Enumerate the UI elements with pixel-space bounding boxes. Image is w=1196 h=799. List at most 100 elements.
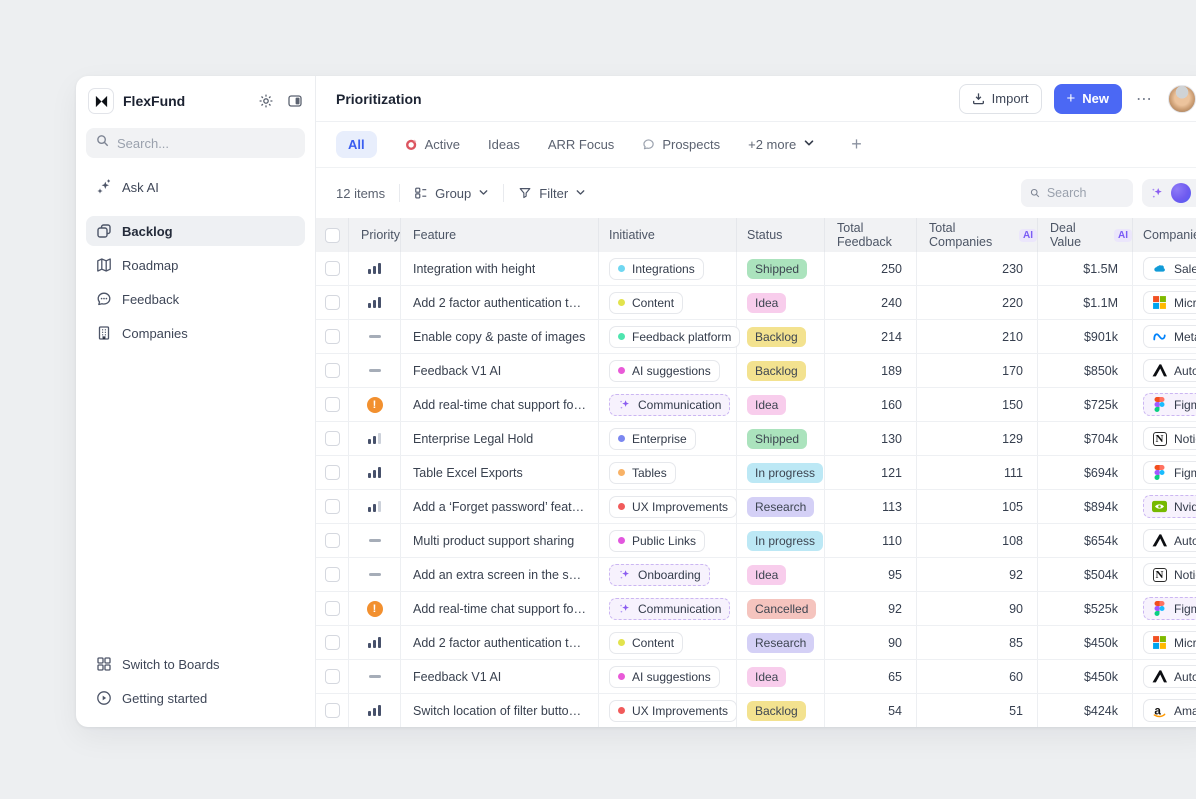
- company-cell[interactable]: Nvidea: [1133, 490, 1196, 523]
- row-checkbox-cell[interactable]: [316, 286, 349, 319]
- feature-cell[interactable]: Feedback V1 AI: [401, 660, 599, 693]
- company-chip[interactable]: Meta: [1143, 325, 1196, 348]
- select-all-cell[interactable]: [316, 218, 349, 252]
- company-cell[interactable]: N Notion: [1133, 422, 1196, 455]
- initiative-chip[interactable]: AI suggestions: [609, 359, 720, 382]
- initiative-chip[interactable]: Tables: [609, 461, 676, 484]
- row-checkbox-cell[interactable]: [316, 252, 349, 285]
- initiative-cell[interactable]: Tables: [599, 456, 737, 489]
- initiative-cell[interactable]: Feedback platform: [599, 320, 741, 353]
- company-chip[interactable]: Figma: [1143, 393, 1196, 416]
- table-row[interactable]: ! Add real-time chat support for cust...…: [316, 592, 1196, 626]
- sidebar-search-input[interactable]: [117, 135, 295, 151]
- company-chip[interactable]: Autodesk: [1143, 529, 1196, 552]
- company-cell[interactable]: Microsoft: [1133, 286, 1196, 319]
- status-cell[interactable]: Backlog: [737, 694, 825, 727]
- sidebar-item-companies[interactable]: Companies: [86, 318, 305, 348]
- checkbox[interactable]: [324, 567, 340, 582]
- initiative-cell[interactable]: Public Links: [599, 524, 737, 557]
- checkbox[interactable]: [324, 465, 340, 480]
- initiative-chip[interactable]: Enterprise: [609, 427, 696, 450]
- status-cell[interactable]: Idea: [737, 558, 825, 591]
- table-row[interactable]: Enterprise Legal Hold Enterprise Shipped…: [316, 422, 1196, 456]
- sidebar-item-backlog[interactable]: Backlog: [86, 216, 305, 246]
- status-cell[interactable]: Cancelled: [737, 592, 825, 625]
- feature-cell[interactable]: Enterprise Legal Hold: [401, 422, 599, 455]
- company-cell[interactable]: Autodesk: [1133, 660, 1196, 693]
- tab--2-more[interactable]: +2 more: [748, 137, 815, 152]
- checkbox[interactable]: [324, 533, 340, 548]
- checkbox[interactable]: [324, 601, 340, 616]
- ai-assistant-button[interactable]: [1142, 179, 1196, 207]
- initiative-cell[interactable]: Onboarding: [599, 558, 737, 591]
- new-button[interactable]: + New: [1053, 83, 1122, 114]
- initiative-chip[interactable]: Feedback platform: [609, 325, 741, 348]
- company-chip[interactable]: Figma: [1143, 461, 1196, 484]
- company-cell[interactable]: Figma: [1133, 456, 1196, 489]
- initiative-cell[interactable]: Communication: [599, 592, 737, 625]
- table-row[interactable]: Integration with height Integrations Shi…: [316, 252, 1196, 286]
- table-row[interactable]: Switch location of filter button in ne..…: [316, 694, 1196, 727]
- company-chip[interactable]: Autodesk: [1143, 665, 1196, 688]
- sidebar-item-roadmap[interactable]: Roadmap: [86, 250, 305, 280]
- status-cell[interactable]: In progress: [737, 456, 825, 489]
- table-row[interactable]: Add a ‘Forget password’ feature for... U…: [316, 490, 1196, 524]
- row-checkbox-cell[interactable]: [316, 592, 349, 625]
- company-cell[interactable]: a Amazon: [1133, 694, 1196, 727]
- initiative-cell[interactable]: AI suggestions: [599, 354, 737, 387]
- import-button[interactable]: Import: [958, 83, 1042, 114]
- status-cell[interactable]: Shipped: [737, 422, 825, 455]
- group-button[interactable]: Group: [414, 186, 489, 201]
- feature-cell[interactable]: Integration with height: [401, 252, 599, 285]
- table-row[interactable]: ! Add real-time chat support for cust...…: [316, 388, 1196, 422]
- checkbox[interactable]: [324, 635, 340, 650]
- row-checkbox-cell[interactable]: [316, 660, 349, 693]
- more-options-button[interactable]: ⋯: [1136, 90, 1154, 108]
- company-cell[interactable]: Figma: [1133, 388, 1196, 421]
- row-checkbox-cell[interactable]: [316, 524, 349, 557]
- company-cell[interactable]: N Notion: [1133, 558, 1196, 591]
- status-cell[interactable]: Research: [737, 626, 825, 659]
- initiative-cell[interactable]: Communication: [599, 388, 737, 421]
- status-cell[interactable]: Backlog: [737, 320, 825, 353]
- checkbox[interactable]: [324, 261, 340, 276]
- initiative-chip[interactable]: Content: [609, 291, 684, 314]
- row-checkbox-cell[interactable]: [316, 456, 349, 489]
- select-all-checkbox[interactable]: [324, 227, 340, 243]
- status-cell[interactable]: Research: [737, 490, 825, 523]
- sidebar-item-feedback[interactable]: Feedback: [86, 284, 305, 314]
- status-cell[interactable]: In progress: [737, 524, 825, 557]
- initiative-chip[interactable]: AI suggestions: [609, 665, 720, 688]
- table-row[interactable]: Multi product support sharing Public Lin…: [316, 524, 1196, 558]
- panel-toggle-icon[interactable]: [287, 93, 303, 109]
- table-row[interactable]: Enable copy & paste of images Feedback p…: [316, 320, 1196, 354]
- company-chip[interactable]: Nvidea: [1143, 495, 1196, 518]
- initiative-chip[interactable]: UX Improvements: [609, 699, 738, 722]
- user-avatar[interactable]: [1168, 84, 1196, 113]
- feature-cell[interactable]: Switch location of filter button in ne..…: [401, 694, 599, 727]
- initiative-cell[interactable]: AI suggestions: [599, 660, 737, 693]
- filter-button[interactable]: Filter: [518, 186, 586, 201]
- feature-cell[interactable]: Add real-time chat support for cust...: [401, 592, 599, 625]
- initiative-chip[interactable]: Content: [609, 631, 684, 654]
- tab-all[interactable]: All: [336, 131, 377, 158]
- checkbox[interactable]: [324, 329, 340, 344]
- table-search-input[interactable]: [1046, 186, 1124, 200]
- initiative-cell[interactable]: UX Improvements: [599, 694, 738, 727]
- checkbox[interactable]: [324, 295, 340, 310]
- table-row[interactable]: Feedback V1 AI AI suggestions Backlog 18…: [316, 354, 1196, 388]
- feature-cell[interactable]: Add an extra screen in the share pa...: [401, 558, 599, 591]
- company-cell[interactable]: Salesforce: [1133, 252, 1196, 285]
- status-cell[interactable]: Idea: [737, 660, 825, 693]
- tab-prospects[interactable]: Prospects: [642, 137, 720, 152]
- company-chip[interactable]: Microsoft: [1143, 631, 1196, 654]
- initiative-cell[interactable]: UX Improvements: [599, 490, 738, 523]
- initiative-chip[interactable]: Communication: [609, 393, 731, 416]
- initiative-cell[interactable]: Content: [599, 286, 737, 319]
- feature-cell[interactable]: Feedback V1 AI: [401, 354, 599, 387]
- feature-cell[interactable]: Enable copy & paste of images: [401, 320, 599, 353]
- company-cell[interactable]: Autodesk: [1133, 354, 1196, 387]
- initiative-cell[interactable]: Integrations: [599, 252, 737, 285]
- sidebar-footer-item-getting-started[interactable]: Getting started: [86, 683, 305, 713]
- company-chip[interactable]: N Notion: [1143, 563, 1196, 586]
